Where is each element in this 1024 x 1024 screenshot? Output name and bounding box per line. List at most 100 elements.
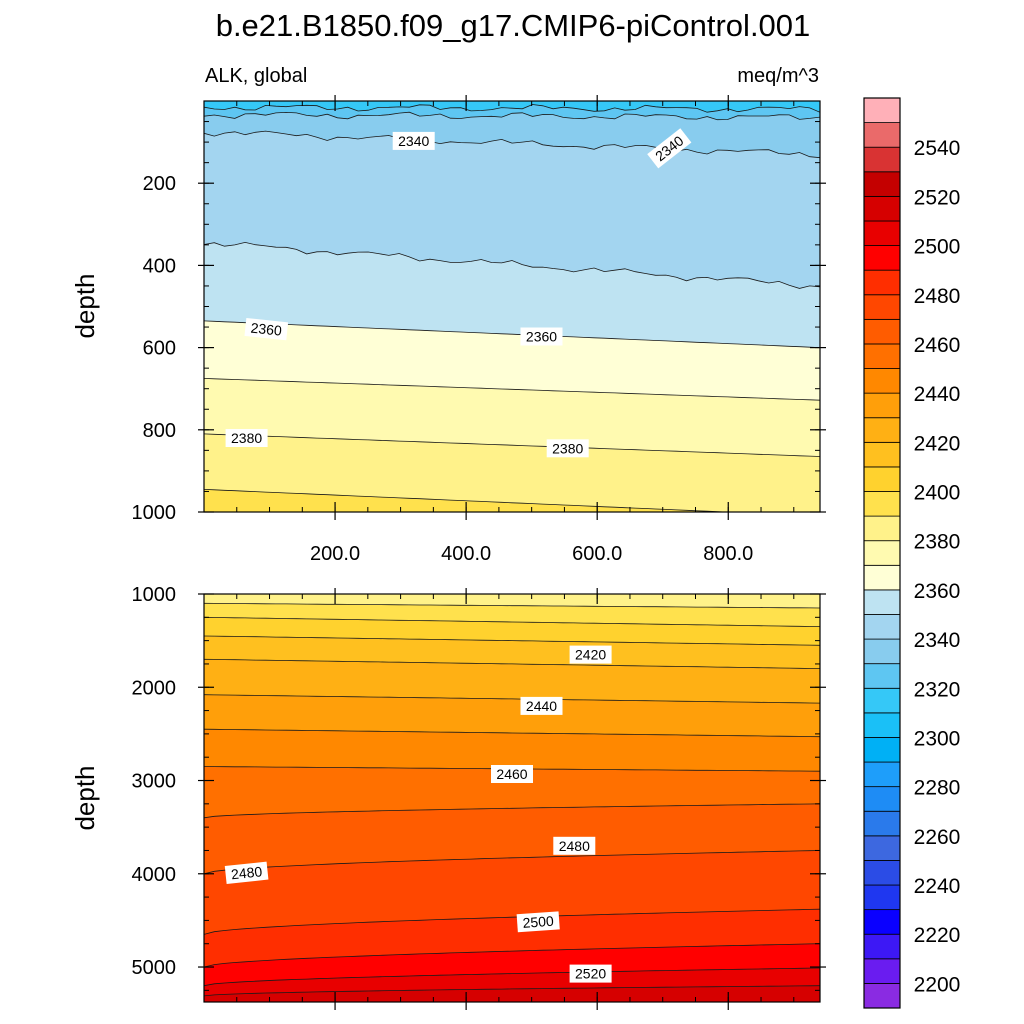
contour-label: 2380 — [231, 430, 262, 446]
plot-area: 2420 2440 2460 2480 2480 2500 2520 — [204, 594, 820, 1002]
y-tick-label: 800 — [143, 420, 176, 442]
y-axis-label: depth — [70, 765, 100, 830]
contour-line-2500 — [204, 967, 820, 987]
x-tick-label: 600.0 — [572, 543, 622, 565]
contour-label-group: 2440 — [520, 696, 563, 715]
contour-label: 2340 — [398, 133, 429, 149]
colorbar-box — [863, 884, 901, 911]
contour-label-group: 2500 — [516, 911, 560, 933]
y-tick-label: 1000 — [132, 584, 177, 606]
contour-label-box — [491, 765, 533, 783]
contour-line-2480 — [204, 908, 820, 935]
colorbar-box — [863, 515, 901, 542]
contour-label-box — [569, 964, 612, 983]
colorbar-box — [863, 294, 901, 320]
contour-line-2420 — [204, 658, 820, 669]
colorbar-box — [863, 786, 901, 812]
colorbar-box — [863, 417, 901, 443]
contour-label-box — [647, 128, 692, 169]
contour-label-group: 2380 — [225, 429, 268, 447]
x-tick-label: 400.0 — [441, 543, 491, 565]
y-tick-label: 3000 — [132, 771, 177, 793]
contour-line-2350 — [204, 241, 820, 289]
colorbar-box — [863, 220, 901, 246]
contour-line-2440 — [204, 728, 820, 738]
units-label: meq/m^3 — [737, 65, 819, 87]
colorbar-tick-label: 2320 — [914, 678, 961, 701]
colorbar-box — [863, 909, 901, 935]
contour-label-group: 2360 — [244, 317, 289, 341]
colorbar-box — [863, 343, 901, 369]
y-tick-label: 200 — [143, 173, 176, 195]
contour-label: 2480 — [230, 863, 263, 882]
colorbar-tick-label: 2340 — [914, 629, 961, 652]
colorbar-box — [863, 466, 901, 492]
contour-line-2400 — [204, 616, 820, 627]
y-tick-label: 4000 — [132, 864, 177, 886]
colorbar-box — [863, 146, 901, 173]
colorbar-box — [863, 441, 901, 468]
colorbar-box — [863, 589, 901, 615]
contour-line-2380 — [204, 433, 820, 457]
colorbar-box — [863, 97, 901, 123]
contour-label-group: 2420 — [569, 645, 612, 664]
colorbar: 2200 2220 2240 2260 2280 2300 2320 2340 2360 2380… — [863, 97, 961, 1009]
colorbar-tick-label: 2440 — [914, 383, 961, 406]
contour-label: 2500 — [522, 913, 554, 931]
contour-label: 2440 — [526, 698, 557, 714]
contour-label: 2360 — [250, 320, 283, 339]
y-axis-label: depth — [70, 273, 100, 338]
y-tick-label: 5000 — [132, 957, 177, 979]
x-tick-label: 200.0 — [310, 543, 360, 565]
colorbar-box — [863, 392, 901, 419]
variable-label: ALK, global — [205, 65, 307, 87]
chart-title: b.e21.B1850.f09_g17.CMIP6-piControl.001 — [216, 8, 811, 43]
colorbar-box — [863, 810, 901, 837]
contour-label-box — [225, 429, 268, 447]
colorbar-box — [863, 614, 901, 640]
contour-label-box — [224, 861, 269, 884]
contour-label: 2460 — [496, 766, 527, 782]
colorbar-tick-label: 2500 — [914, 236, 961, 259]
colorbar-tick-label: 2480 — [914, 285, 961, 308]
colorbar-box — [863, 687, 901, 714]
colorbar-tick-label: 2200 — [914, 973, 961, 996]
contour-line-2510 — [204, 985, 820, 997]
contour-label: 2520 — [575, 966, 606, 982]
colorbar-box — [863, 564, 901, 591]
contour-label-group: 2340 — [392, 131, 435, 150]
contour-line-2360 — [204, 320, 820, 348]
colorbar-tick-label: 2300 — [914, 727, 961, 750]
colorbar-box — [863, 712, 901, 738]
colorbar-box — [863, 958, 901, 984]
contour-label-box — [516, 911, 560, 933]
contour-label-group: 2520 — [569, 964, 612, 983]
contour-line-2410 — [204, 635, 820, 646]
contour-line-2330 — [204, 111, 820, 121]
colorbar-box — [863, 761, 901, 788]
colorbar-box — [863, 171, 901, 197]
colorbar-box — [863, 835, 901, 861]
colorbar-tick-label: 2360 — [914, 580, 961, 603]
band-fill-2510 — [204, 985, 820, 1002]
colorbar-box — [863, 122, 901, 148]
y-tick-label: 2000 — [132, 677, 177, 699]
contour-label-group: 2380 — [546, 439, 589, 458]
colorbar-box — [863, 933, 901, 960]
colorbar-box — [863, 491, 901, 517]
band-fill-2380 — [204, 433, 820, 512]
contour-line-2490 — [204, 943, 820, 968]
contour-label-group: 2460 — [491, 765, 533, 783]
y-tick-label: 1000 — [132, 502, 177, 524]
y-tick-label: 600 — [143, 338, 176, 360]
colorbar-tick-label: 2460 — [914, 334, 961, 357]
contour-label-box — [392, 131, 435, 150]
colorbar-tick-label: 2420 — [914, 432, 961, 455]
contour-label-box — [520, 327, 563, 346]
colorbar-box — [863, 245, 901, 271]
plot-frame — [203, 593, 821, 1003]
colorbar-tick-label: 2280 — [914, 777, 961, 800]
colorbar-frame — [863, 97, 901, 1009]
